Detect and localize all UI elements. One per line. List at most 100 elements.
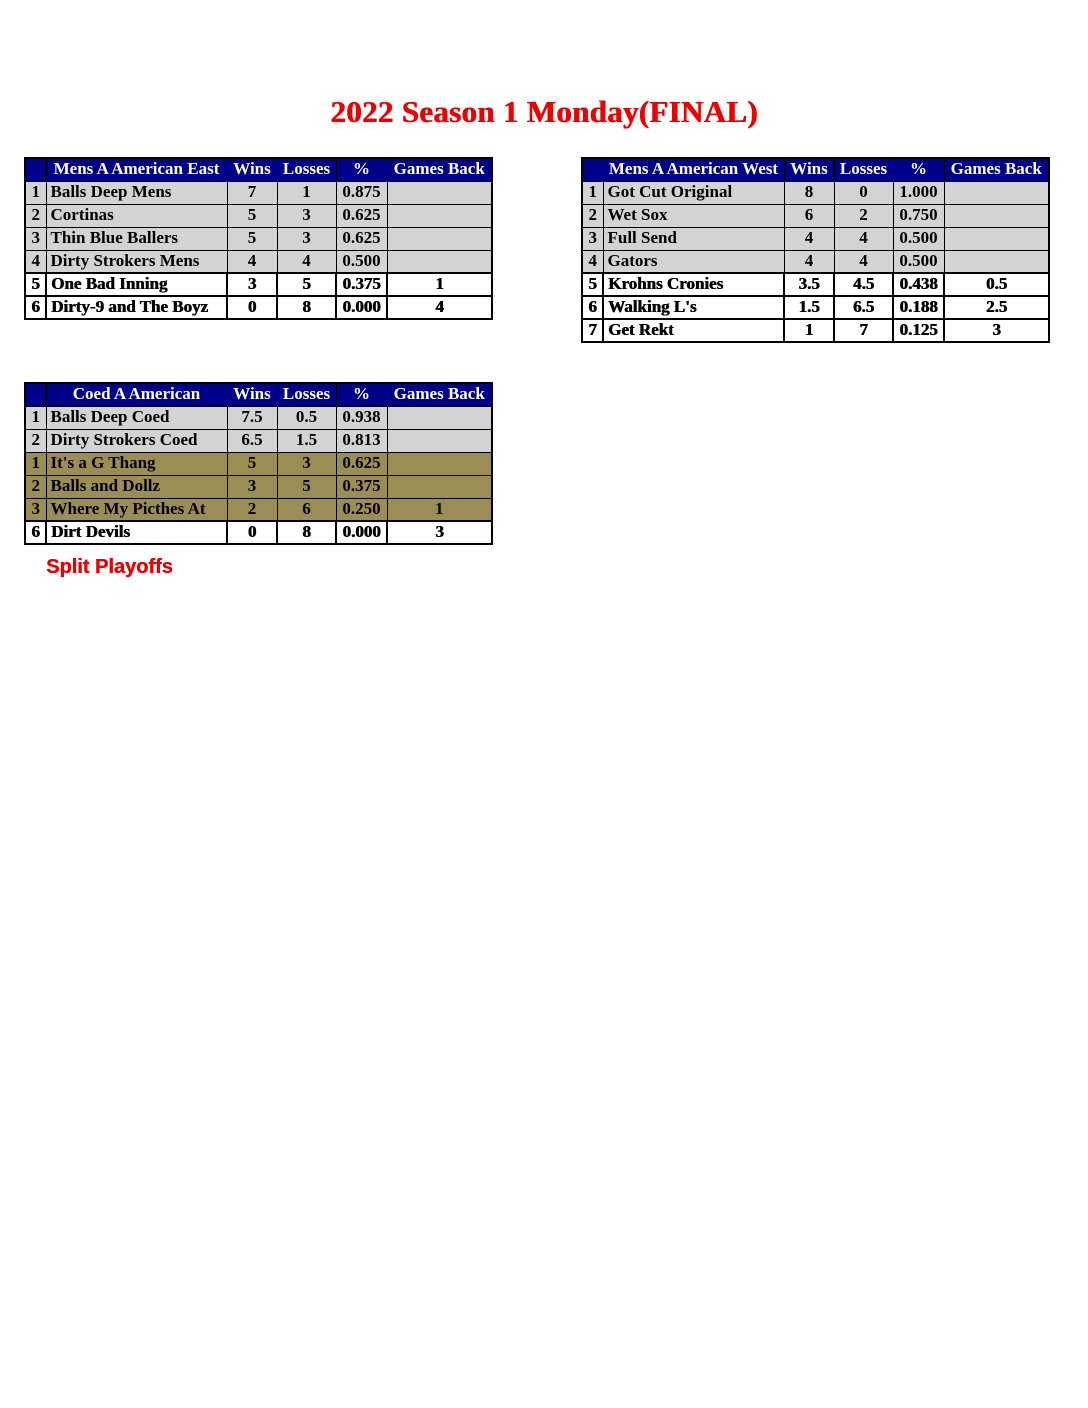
column-header-games-back: Games Back xyxy=(386,157,493,182)
table-container-coed-a-american: Coed A American Wins Losses% Games Back 1 Bal… xyxy=(24,382,493,545)
games-back-cell: 4 xyxy=(386,295,493,320)
table-row: 1 Balls Deep Coed 7.5 0.5 0.938 xyxy=(24,405,493,430)
pct-cell: 0.500 xyxy=(892,249,945,274)
team-cell: Balls and Dollz xyxy=(45,474,228,499)
team-cell: Thin Blue Ballers xyxy=(45,226,228,251)
losses-cell: 6.5 xyxy=(833,295,894,320)
division-title: Coed A American xyxy=(45,382,228,407)
team-cell: Walking L's xyxy=(602,295,785,320)
wins-cell: 5 xyxy=(226,203,278,228)
games-back-cell: 1 xyxy=(386,497,493,522)
wins-cell: 0 xyxy=(226,520,278,545)
pct-cell: 0.750 xyxy=(892,203,945,228)
team-cell: Wet Sox xyxy=(602,203,785,228)
games-back-cell: 0.5 xyxy=(943,272,1050,297)
games-back-cell xyxy=(386,249,493,274)
pct-cell: 0.438 xyxy=(892,272,945,297)
wins-cell: 3 xyxy=(226,272,278,297)
column-header-games-back: Games Back xyxy=(943,157,1050,182)
split-playoffs-note: Split Playoffs xyxy=(46,556,173,578)
column-header-pct: % xyxy=(335,382,388,407)
table-row: 1 Balls Deep Mens 7 1 0.875 xyxy=(24,180,493,205)
pct-cell: 0.500 xyxy=(892,226,945,251)
column-header-games-back: Games Back xyxy=(386,382,493,407)
wins-cell: 0 xyxy=(226,295,278,320)
games-back-cell xyxy=(386,451,493,476)
games-back-cell xyxy=(386,226,493,251)
losses-cell: 4 xyxy=(833,226,894,251)
table-row: 2 Wet Sox 6 2 0.750 xyxy=(581,203,1050,228)
table-row: 2 Balls and Dollz 3 5 0.375 xyxy=(24,474,493,499)
column-header-losses: Losses xyxy=(276,382,337,407)
team-cell: Where My Picthes At xyxy=(45,497,228,522)
losses-cell: 0 xyxy=(833,180,894,205)
losses-cell: 7 xyxy=(833,318,894,343)
losses-cell: 5 xyxy=(276,272,337,297)
rank-cell: 7 xyxy=(581,318,604,343)
rank-cell: 2 xyxy=(24,203,47,228)
table-row: 4 Gators 4 4 0.500 xyxy=(581,249,1050,274)
pct-cell: 0.375 xyxy=(335,272,388,297)
table-row: 4 Dirty Strokers Mens 4 4 0.500 xyxy=(24,249,493,274)
team-cell: Dirt Devils xyxy=(45,520,228,545)
games-back-cell xyxy=(386,474,493,499)
table-row: 2 Cortinas 5 3 0.625 xyxy=(24,203,493,228)
table-row: 7 Get Rekt 1 7 0.125 3 xyxy=(581,318,1050,343)
games-back-cell: 3 xyxy=(943,318,1050,343)
team-cell: One Bad Inning xyxy=(45,272,228,297)
wins-cell: 8 xyxy=(783,180,835,205)
team-cell: Got Cut Original xyxy=(602,180,785,205)
wins-cell: 5 xyxy=(226,451,278,476)
rank-cell: 5 xyxy=(24,272,47,297)
pct-cell: 0.625 xyxy=(335,451,388,476)
wins-cell: 1 xyxy=(783,318,835,343)
losses-cell: 6 xyxy=(276,497,337,522)
rank-cell: 3 xyxy=(24,226,47,251)
table-row: 3 Thin Blue Ballers 5 3 0.625 xyxy=(24,226,493,251)
pct-cell: 0.125 xyxy=(892,318,945,343)
pct-cell: 1.000 xyxy=(892,180,945,205)
pct-cell: 0.813 xyxy=(335,428,388,453)
games-back-cell xyxy=(386,405,493,430)
corner-cell xyxy=(24,157,47,182)
header-row: Mens A American East Wins Losses% Games Bac… xyxy=(24,157,493,182)
team-cell: Krohns Cronies xyxy=(602,272,785,297)
losses-cell: 1 xyxy=(276,180,337,205)
pct-cell: 0.875 xyxy=(335,180,388,205)
rank-cell: 3 xyxy=(581,226,604,251)
rank-cell: 6 xyxy=(581,295,604,320)
losses-cell: 8 xyxy=(276,520,337,545)
standings-table-mens-a-american-west: Mens A American West Wins Losses% Games Bac… xyxy=(581,157,1050,343)
rank-cell: 1 xyxy=(24,451,47,476)
table-row: 2 Dirty Strokers Coed 6.5 1.5 0.813 xyxy=(24,428,493,453)
games-back-cell xyxy=(386,203,493,228)
games-back-cell: 3 xyxy=(386,520,493,545)
losses-cell: 2 xyxy=(833,203,894,228)
games-back-cell xyxy=(943,249,1050,274)
team-cell: Dirty Strokers Mens xyxy=(45,249,228,274)
losses-cell: 4.5 xyxy=(833,272,894,297)
pct-cell: 0.938 xyxy=(335,405,388,430)
rank-cell: 4 xyxy=(581,249,604,274)
team-cell: It's a G Thang xyxy=(45,451,228,476)
losses-cell: 5 xyxy=(276,474,337,499)
team-cell: Balls Deep Coed xyxy=(45,405,228,430)
corner-cell xyxy=(24,382,47,407)
wins-cell: 4 xyxy=(783,226,835,251)
column-header-wins: Wins xyxy=(226,382,278,407)
pct-cell: 0.250 xyxy=(335,497,388,522)
team-cell: Get Rekt xyxy=(602,318,785,343)
header-row: Coed A American Wins Losses% Games Back xyxy=(24,382,493,407)
team-cell: Gators xyxy=(602,249,785,274)
losses-cell: 4 xyxy=(276,249,337,274)
wins-cell: 6.5 xyxy=(226,428,278,453)
pct-cell: 0.375 xyxy=(335,474,388,499)
rank-cell: 1 xyxy=(24,405,47,430)
games-back-cell xyxy=(386,180,493,205)
wins-cell: 2 xyxy=(226,497,278,522)
wins-cell: 1.5 xyxy=(783,295,835,320)
column-header-wins: Wins xyxy=(226,157,278,182)
team-cell: Balls Deep Mens xyxy=(45,180,228,205)
losses-cell: 3 xyxy=(276,451,337,476)
rank-cell: 1 xyxy=(581,180,604,205)
